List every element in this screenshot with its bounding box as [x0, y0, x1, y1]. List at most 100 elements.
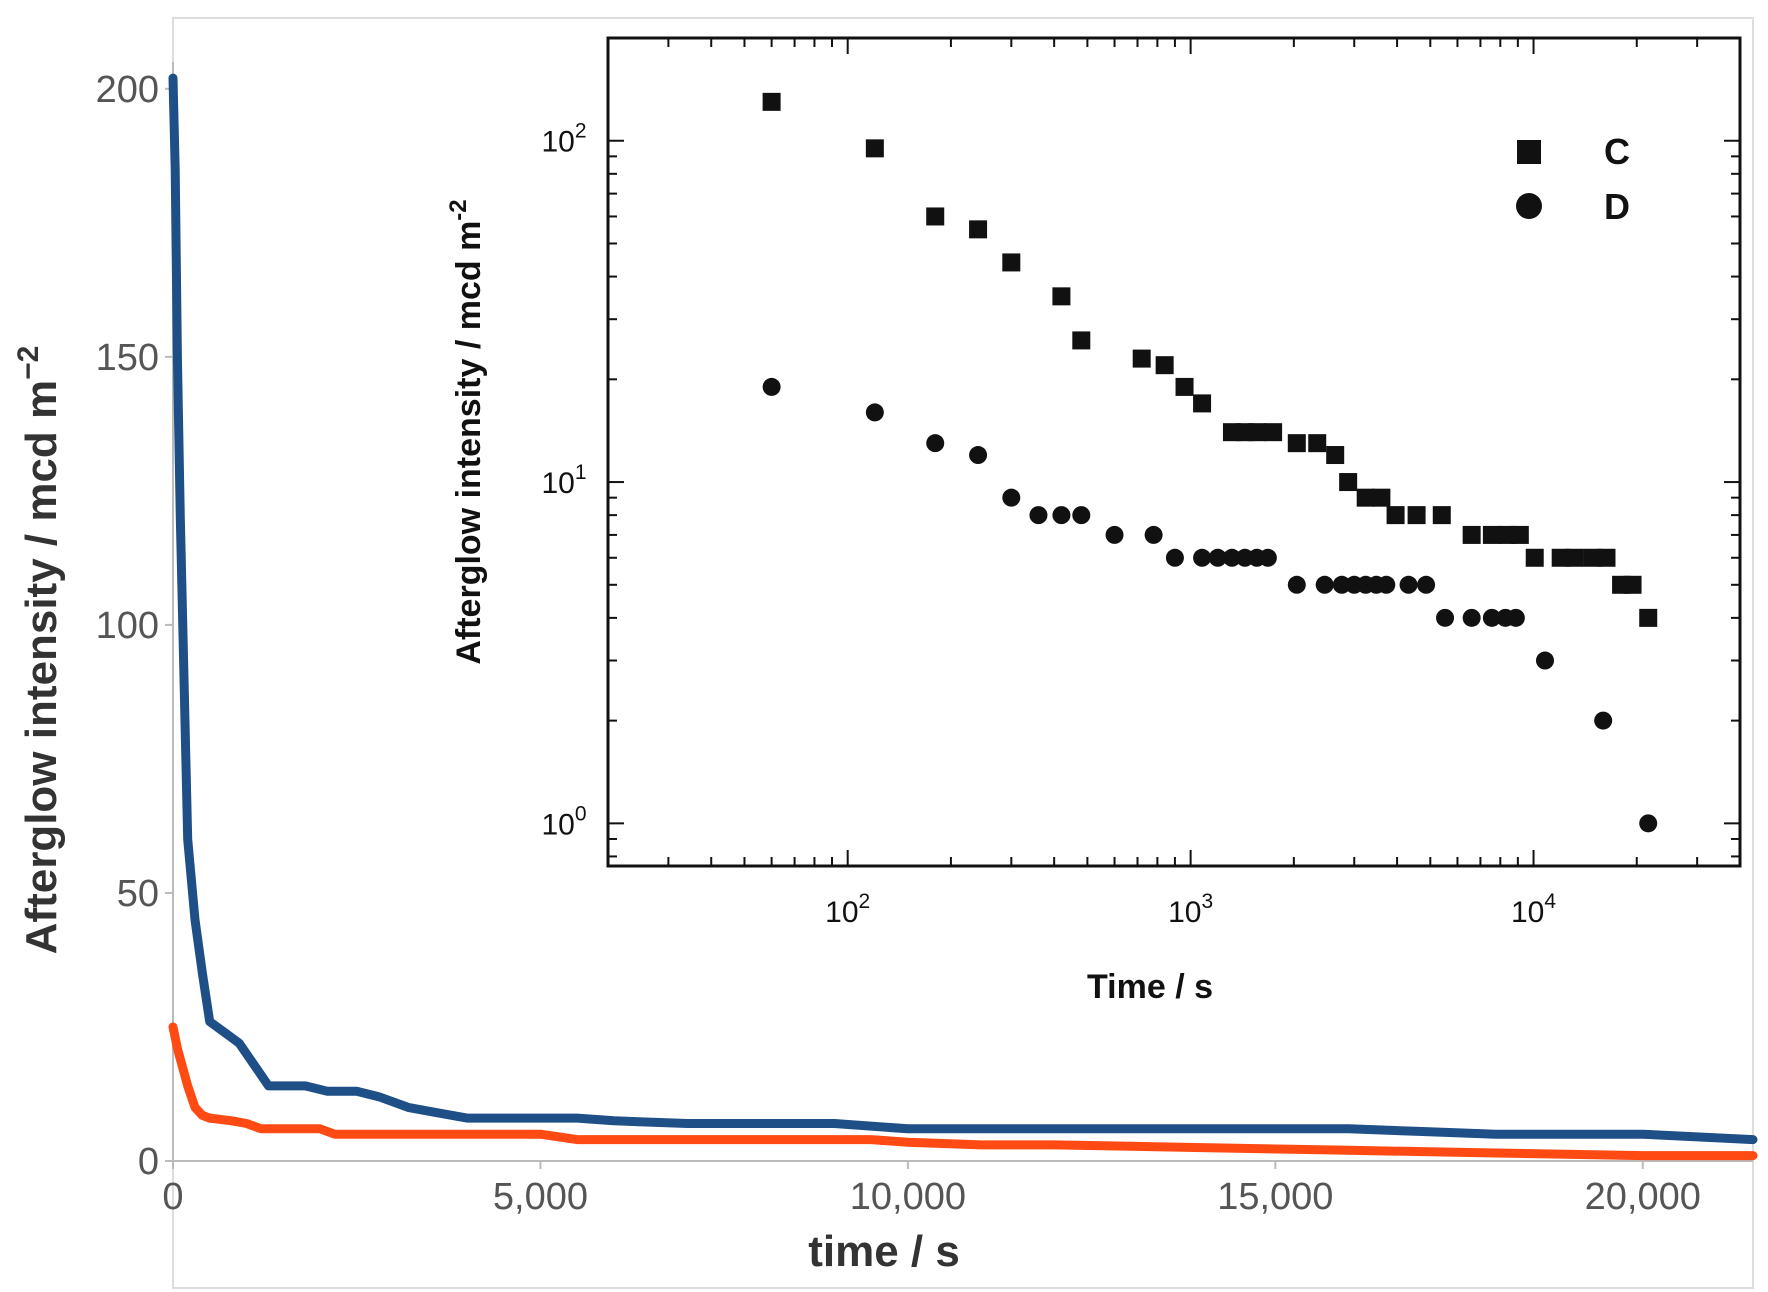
- inset-point-d: [1029, 506, 1048, 525]
- inset-point-c: [1432, 506, 1451, 525]
- inset-point-c: [1407, 506, 1426, 525]
- inset-point-d: [1287, 575, 1306, 594]
- inset-point-c: [1372, 488, 1391, 507]
- legend-label-c: C: [1604, 131, 1630, 172]
- main-y-tick-label: 100: [96, 605, 159, 647]
- inset-x-axis-title: Time / s: [1087, 968, 1213, 1006]
- inset-point-c: [1565, 548, 1584, 567]
- inset-point-c: [1264, 423, 1283, 442]
- main-series-line-d: [168, 1022, 1758, 1161]
- inset-point-c: [1155, 356, 1174, 375]
- inset-point-d: [1315, 575, 1334, 594]
- inset-point-d: [1072, 506, 1091, 525]
- inset-point-d: [1506, 608, 1525, 627]
- inset-point-d: [1639, 814, 1658, 833]
- inset-point-c: [1356, 488, 1375, 507]
- inset-y-axis-title: Afterglow intensity / mcd m-2: [445, 199, 488, 664]
- inset-point-c: [1462, 525, 1481, 544]
- legend-marker-c: [1517, 140, 1541, 164]
- inset-chart: 102 103 104 100 101 102 C D Time / s Afterglo…: [445, 36, 1742, 1006]
- main-y-axis-title-text: Afterglow intensity / mcd m: [17, 380, 66, 955]
- inset-point-d: [1258, 548, 1277, 567]
- inset-point-d: [1377, 575, 1396, 594]
- inset-point-c: [1287, 434, 1306, 453]
- inset-point-c: [1002, 253, 1021, 272]
- main-x-tick-label: 20,000: [1585, 1176, 1701, 1218]
- inset-point-d: [1193, 548, 1212, 567]
- inset-point-c: [1623, 575, 1642, 594]
- main-series: [168, 73, 1758, 1161]
- inset-point-c: [1386, 506, 1405, 525]
- inset-point-c: [1326, 446, 1345, 465]
- inset-point-d: [1536, 651, 1555, 670]
- inset-point-c: [1193, 394, 1212, 413]
- inset-point-c: [1482, 525, 1501, 544]
- inset-x-tick-label: 104: [1511, 890, 1556, 929]
- inset-point-c: [1052, 287, 1071, 306]
- inset-point-c: [1339, 473, 1358, 492]
- legend-label-d: D: [1604, 186, 1630, 227]
- inset-point-c: [1132, 349, 1151, 368]
- inset-point-d: [865, 403, 884, 422]
- inset-point-c: [926, 207, 945, 226]
- inset-series: [762, 92, 1658, 833]
- inset-ticks: 102 103 104 100 101 102: [541, 37, 1741, 929]
- inset-point-d: [1052, 506, 1071, 525]
- inset-point-d: [1208, 548, 1227, 567]
- inset-y-axis-title-exponent: -2: [445, 199, 472, 220]
- inset-point-c: [1583, 548, 1602, 567]
- inset-y-tick-label: 101: [541, 461, 586, 500]
- main-y-tick-label: 0: [138, 1141, 159, 1183]
- inset-legend: C D: [1516, 131, 1630, 227]
- main-series-line-c: [168, 73, 1758, 1145]
- inset-point-c: [1175, 377, 1194, 396]
- inset-point-d: [1436, 608, 1455, 627]
- inset-x-tick-label: 103: [1168, 890, 1213, 929]
- main-x-tick-label: 0: [162, 1176, 183, 1218]
- inset-point-d: [1399, 575, 1418, 594]
- inset-point-c: [1551, 548, 1570, 567]
- inset-point-c: [1525, 548, 1544, 567]
- inset-x-tick-label: 102: [825, 890, 870, 929]
- inset-point-c: [1308, 434, 1327, 453]
- inset-point-c: [1510, 525, 1529, 544]
- main-y-ticks: 0 50 100 150 200: [96, 69, 173, 1183]
- main-chart: 0 50 100 150 200 0 5,000 10,000 15,000 20,000 ti…: [12, 62, 1758, 1276]
- inset-y-tick-label: 102: [541, 120, 586, 159]
- inset-point-d: [1165, 548, 1184, 567]
- main-y-axis-title: Afterglow intensity / mcd m−2: [12, 346, 66, 955]
- inset-point-c: [1072, 331, 1091, 350]
- main-y-axis-title-exponent: −2: [12, 346, 45, 380]
- inset-background: [606, 36, 1742, 868]
- inset-y-tick-label: 100: [541, 802, 586, 841]
- inset-point-d: [969, 446, 988, 465]
- inset-point-d: [1462, 608, 1481, 627]
- inset-point-d: [1482, 608, 1501, 627]
- main-y-tick-label: 50: [117, 873, 159, 915]
- inset-point-c: [1597, 548, 1616, 567]
- main-y-tick-label: 150: [96, 337, 159, 379]
- inset-point-d: [1105, 525, 1124, 544]
- legend-marker-d: [1516, 193, 1542, 219]
- main-x-tick-label: 15,000: [1217, 1176, 1333, 1218]
- inset-point-d: [926, 434, 945, 453]
- inset-point-c: [762, 92, 781, 111]
- main-x-ticks: 0 5,000 10,000 15,000 20,000: [162, 1161, 1701, 1218]
- inset-point-d: [1417, 575, 1436, 594]
- inset-point-c: [969, 220, 988, 239]
- inset-point-c: [1247, 423, 1266, 442]
- inset-point-d: [762, 377, 781, 396]
- main-x-tick-label: 10,000: [850, 1176, 966, 1218]
- inset-point-d: [1594, 711, 1613, 730]
- inset-y-axis-title-text: Afterglow intensity / mcd m: [450, 221, 488, 665]
- inset-point-d: [1222, 548, 1241, 567]
- main-x-tick-label: 5,000: [493, 1176, 588, 1218]
- main-x-axis-title: time / s: [808, 1227, 960, 1276]
- inset-point-d: [1332, 575, 1351, 594]
- inset-point-c: [1639, 608, 1658, 627]
- inset-point-c: [865, 139, 884, 158]
- main-y-tick-label: 200: [96, 69, 159, 111]
- inset-point-d: [1144, 525, 1163, 544]
- inset-point-d: [1002, 488, 1021, 507]
